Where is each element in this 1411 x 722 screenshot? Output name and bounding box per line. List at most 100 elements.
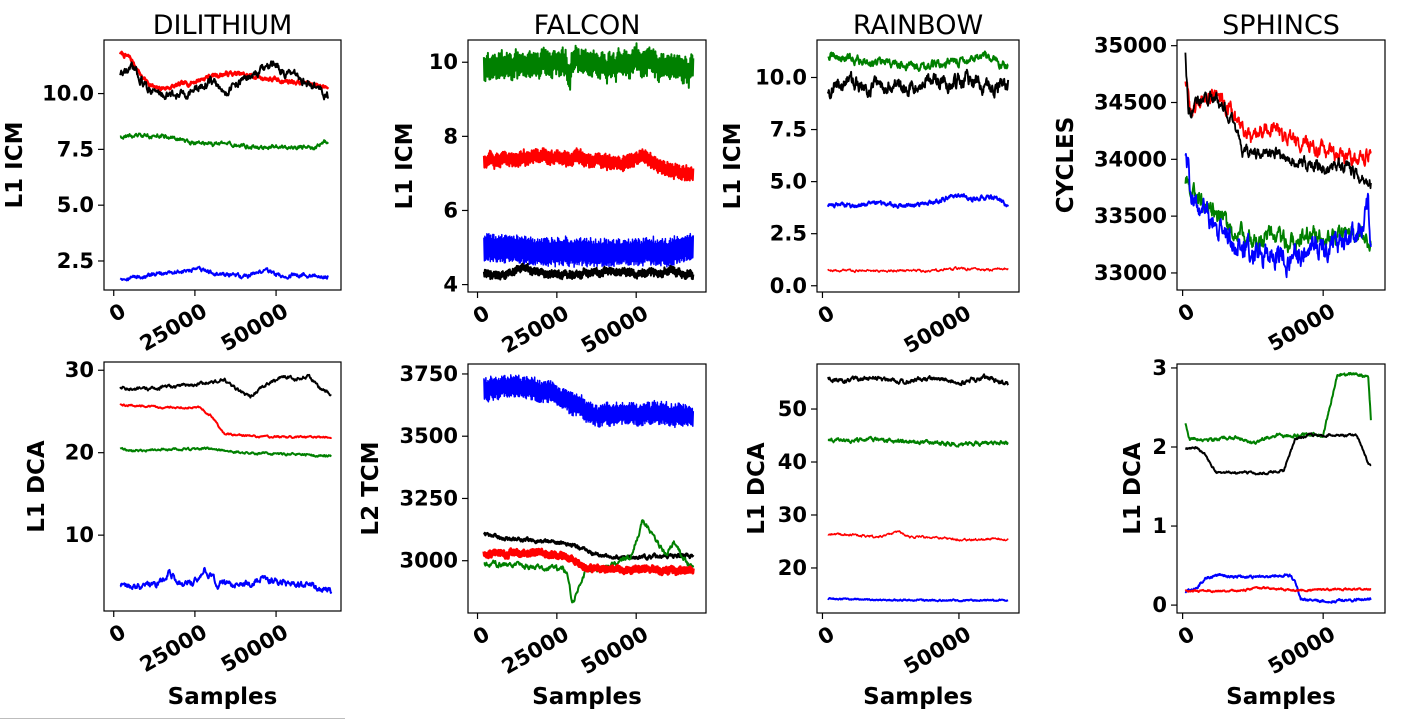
chart-sphincs-dca: 0 1 2 3 0 50000 L1 DCA Samples	[1120, 356, 1386, 710]
series-red	[827, 266, 1009, 274]
chart-title: SPHINCS	[1222, 10, 1340, 41]
y-tick-label: 3250	[400, 486, 458, 510]
x-tick-label: 50000	[577, 301, 652, 358]
x-tick-label: 50000	[1264, 622, 1339, 679]
y-tick-label: 10.0	[42, 82, 94, 106]
series-green	[827, 50, 1009, 72]
series-black	[827, 373, 1009, 387]
y-tick-label: 33000	[1094, 261, 1167, 285]
y-tick-label: 7.5	[770, 118, 807, 142]
y-tick-label: 10.0	[755, 65, 807, 89]
x-tick-label: 0	[814, 622, 839, 650]
plot-frame	[103, 361, 342, 612]
series-green	[1184, 371, 1372, 445]
series-red	[119, 50, 330, 92]
y-tick-label: 0.0	[770, 274, 807, 298]
y-tick-label: 5.0	[770, 170, 807, 194]
plot-frame	[816, 363, 1020, 614]
x-tick-label: 50000	[217, 620, 292, 677]
series-group	[119, 50, 330, 282]
series-blue	[483, 232, 695, 268]
y-axis-label: L2 TCM	[358, 441, 384, 535]
series-black	[1184, 52, 1372, 190]
y-tick-label: 40	[778, 450, 807, 474]
x-tick-label: 0	[1174, 622, 1199, 650]
x-tick-label: 0	[105, 299, 130, 327]
x-tick-label: 25000	[498, 301, 573, 358]
chart-rainbow-icm: 0.0 2.5 5.0 7.5 10.0 0 50000 RAINBOW L1 ICM	[720, 10, 1020, 358]
y-axis-label: L1 DCA	[744, 442, 770, 535]
series-group	[482, 42, 695, 281]
series-group	[826, 50, 1010, 274]
x-tick-label: 0	[814, 301, 839, 329]
x-tick-label: 25000	[498, 622, 573, 679]
series-red	[1184, 81, 1372, 167]
plot-frame	[816, 39, 1020, 293]
x-tick-label: 0	[1174, 299, 1199, 327]
y-tick-label: 6	[443, 198, 458, 222]
y-tick-label: 0	[1152, 593, 1167, 617]
x-tick-label: 50000	[1264, 299, 1339, 356]
y-axis-label: L1 DCA	[1120, 442, 1146, 535]
series-group	[1184, 371, 1372, 604]
series-black	[119, 60, 329, 101]
series-blue	[827, 597, 1009, 603]
series-group	[1184, 52, 1372, 279]
series-green	[119, 132, 329, 151]
series-blue	[119, 566, 333, 594]
x-tick-label: 50000	[900, 301, 975, 358]
series-blue	[1184, 573, 1372, 604]
y-tick-label: 34500	[1094, 91, 1167, 115]
series-blue	[119, 265, 329, 282]
y-tick-label: 4	[443, 273, 458, 297]
x-tick-label: 25000	[136, 620, 211, 677]
y-axis-label: L1 ICM	[392, 123, 418, 210]
x-tick-label: 0	[469, 622, 494, 650]
series-black	[482, 531, 695, 561]
x-tick-label: 0	[105, 620, 130, 648]
chart-sphincs-cycles: 33000 33500 34000 34500 35000 0 50000 SPHINCS CY…	[1053, 10, 1386, 356]
series-red	[827, 530, 1009, 542]
plot-frame	[1176, 39, 1386, 291]
y-tick-label: 2	[1152, 435, 1167, 459]
chart-falcon-tcm: 3000 3250 3500 3750 0 25000 50000 L2 TCM Samples	[358, 362, 707, 710]
series-black	[482, 262, 695, 281]
series-green	[483, 519, 695, 604]
plot-frame	[467, 39, 707, 293]
series-green	[482, 42, 695, 91]
series-black	[826, 68, 1010, 100]
series-blue	[826, 193, 1010, 209]
x-tick-label: 50000	[217, 299, 292, 356]
chart-dilithium-dca: 10 20 30 0 25000 50000 L1 DCA Samples	[24, 358, 342, 710]
x-tick-label: 50000	[577, 622, 652, 679]
x-axis-label: Samples	[1226, 684, 1336, 710]
y-tick-label: 10	[65, 523, 94, 547]
x-tick-label: 25000	[136, 299, 211, 356]
series-green	[827, 435, 1009, 448]
y-tick-label: 2.5	[770, 222, 807, 246]
plot-frame	[467, 363, 707, 614]
y-tick-label: 20	[65, 441, 94, 465]
y-tick-label: 3000	[400, 549, 458, 573]
y-axis-label: L1 ICM	[720, 123, 746, 210]
x-tick-label: 50000	[900, 622, 975, 679]
y-tick-label: 34000	[1094, 147, 1167, 171]
chart-rainbow-dca: 20 30 40 50 0 50000 L1 DCA Samples	[744, 363, 1020, 710]
series-group	[827, 373, 1009, 603]
x-axis-label: Samples	[532, 684, 642, 710]
chart-falcon-icm: 4 6 8 10 0 25000 50000 FALCON L1 ICM	[392, 10, 707, 358]
y-tick-label: 3750	[400, 362, 458, 386]
y-tick-label: 2.5	[57, 249, 94, 273]
y-tick-label: 33500	[1094, 204, 1167, 228]
plot-frame	[103, 39, 342, 291]
chart-title: DILITHIUM	[153, 10, 293, 41]
series-blue	[483, 374, 695, 429]
series-blue	[1184, 153, 1372, 279]
y-tick-label: 5.0	[57, 193, 94, 217]
x-tick-label: 0	[469, 301, 494, 329]
series-red	[482, 147, 695, 182]
y-axis-label: L1 ICM	[2, 122, 28, 209]
plot-frame	[1176, 363, 1386, 614]
y-tick-label: 1	[1152, 514, 1167, 538]
